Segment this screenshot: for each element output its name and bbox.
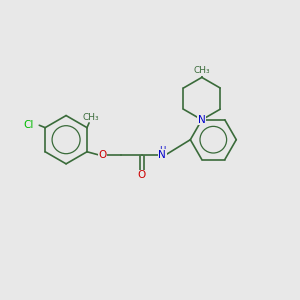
Text: Cl: Cl — [24, 120, 34, 130]
Text: CH₃: CH₃ — [194, 66, 210, 75]
Text: H: H — [159, 146, 166, 155]
Text: CH₃: CH₃ — [82, 113, 99, 122]
Text: O: O — [98, 150, 106, 160]
Text: N: N — [158, 150, 166, 160]
Text: N: N — [198, 115, 206, 125]
Text: O: O — [138, 170, 146, 180]
